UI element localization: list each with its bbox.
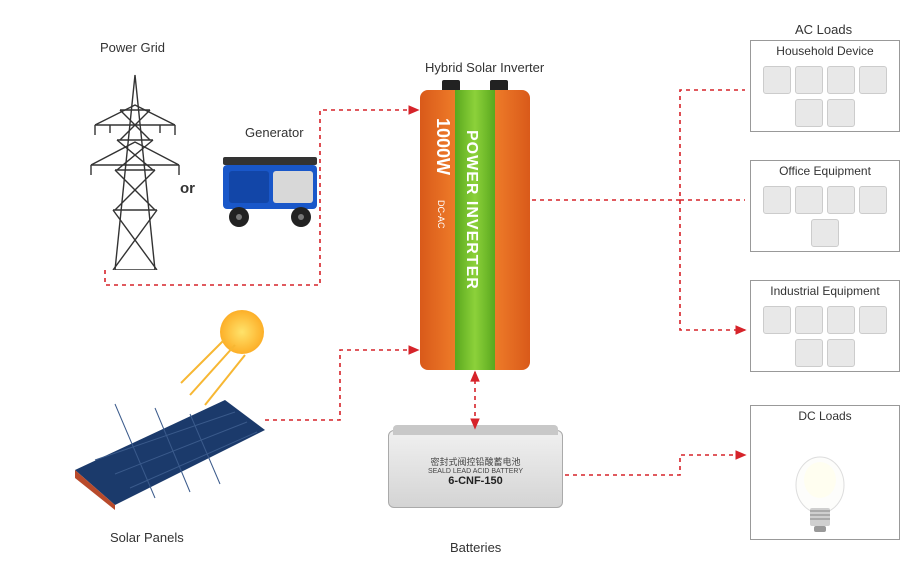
inverter-wattage: 1000W	[432, 118, 453, 175]
office-content	[751, 181, 899, 251]
wire-inverter-to-acloads	[532, 90, 745, 330]
power-grid-label: Power Grid	[100, 40, 165, 55]
solar-panel-icon	[75, 380, 265, 510]
appliance-icon	[859, 306, 887, 334]
household-content	[751, 61, 899, 131]
inverter-dcac: DC-AC	[436, 200, 446, 229]
dc-loads-title: DC Loads	[751, 406, 899, 426]
ac-loads-label: AC Loads	[795, 22, 852, 37]
industrial-title: Industrial Equipment	[751, 281, 899, 301]
bulb-icon	[790, 450, 850, 540]
generator	[215, 145, 325, 230]
appliance-icon	[763, 306, 791, 334]
battery-top	[393, 425, 558, 435]
appliance-icon	[795, 339, 823, 367]
appliance-icon	[859, 66, 887, 94]
wire-solar-to-inverter	[265, 350, 418, 420]
solar-panels	[75, 380, 265, 510]
battery: 密封式阀控铅酸蓄电池 SEALD LEAD ACID BATTERY 6-CNF…	[388, 430, 563, 520]
generator-label: Generator	[245, 125, 304, 140]
appliance-icon	[795, 306, 823, 334]
inverter-title-label: Hybrid Solar Inverter	[425, 60, 544, 75]
office-load-box: Office Equipment	[750, 160, 900, 252]
appliance-icon	[827, 66, 855, 94]
household-title: Household Device	[751, 41, 899, 61]
office-title: Office Equipment	[751, 161, 899, 181]
inverter: 1000W DC-AC POWER INVERTER	[420, 90, 530, 370]
battery-brand-sub: SEALD LEAD ACID BATTERY	[389, 468, 562, 475]
inverter-main-text: POWER INVERTER	[462, 130, 480, 290]
solar-panels-label: Solar Panels	[110, 530, 184, 545]
appliance-icon	[763, 186, 791, 214]
appliance-icon	[795, 99, 823, 127]
tower-icon	[85, 70, 185, 270]
battery-body: 密封式阀控铅酸蓄电池 SEALD LEAD ACID BATTERY 6-CNF…	[388, 430, 563, 508]
appliance-icon	[795, 66, 823, 94]
industrial-load-box: Industrial Equipment	[750, 280, 900, 372]
appliance-icon	[827, 339, 855, 367]
appliance-icon	[859, 186, 887, 214]
appliance-icon	[827, 99, 855, 127]
wire-battery-to-dcloads	[565, 455, 745, 475]
household-load-box: Household Device	[750, 40, 900, 132]
battery-brand-line: 密封式阀控铅酸蓄电池	[389, 431, 562, 468]
bulb	[790, 450, 850, 540]
battery-model: 6-CNF-150	[389, 475, 562, 487]
appliance-icon	[827, 186, 855, 214]
batteries-label: Batteries	[450, 540, 501, 555]
appliance-icon	[795, 186, 823, 214]
industrial-content	[751, 301, 899, 371]
appliance-icon	[827, 306, 855, 334]
inverter-body: 1000W DC-AC POWER INVERTER	[420, 90, 530, 370]
appliance-icon	[763, 66, 791, 94]
power-grid-tower	[85, 70, 185, 270]
appliance-icon	[811, 219, 839, 247]
generator-icon	[215, 145, 325, 230]
